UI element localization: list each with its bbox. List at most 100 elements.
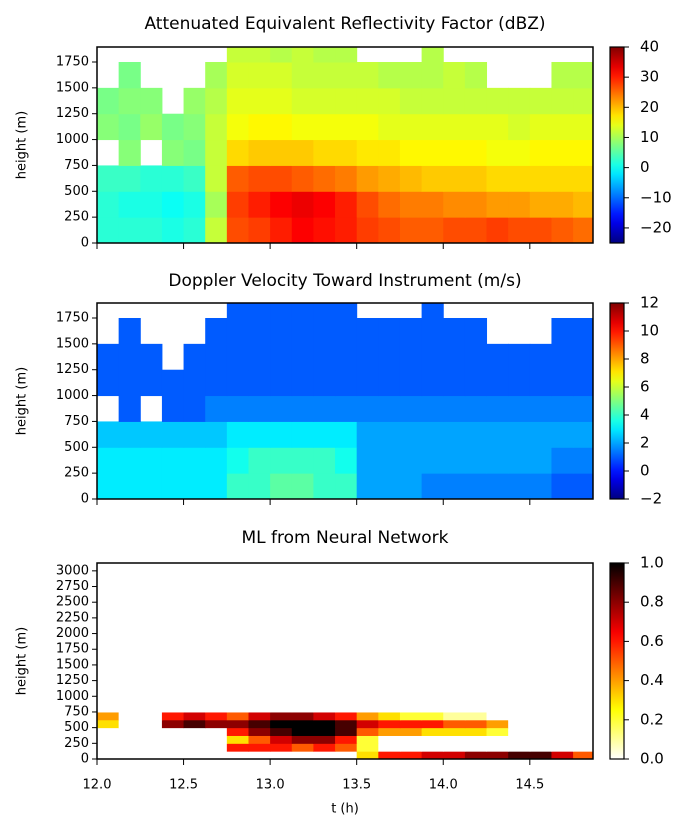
cell bbox=[161, 751, 185, 759]
colorbar-tick-label: 0 bbox=[640, 462, 650, 480]
cell bbox=[270, 139, 293, 166]
cell bbox=[270, 343, 293, 371]
cell bbox=[551, 61, 574, 89]
cell bbox=[573, 191, 593, 218]
cell bbox=[161, 711, 185, 721]
cell bbox=[161, 735, 185, 744]
cell bbox=[443, 563, 466, 713]
cell bbox=[378, 87, 401, 115]
cell bbox=[248, 217, 271, 243]
cell bbox=[205, 369, 228, 397]
cell bbox=[313, 711, 336, 721]
cell bbox=[118, 191, 141, 218]
cell bbox=[399, 165, 423, 192]
cell bbox=[486, 563, 509, 713]
cell bbox=[248, 421, 271, 448]
cell bbox=[399, 61, 423, 89]
cell bbox=[421, 421, 444, 448]
cell bbox=[118, 165, 141, 192]
cell bbox=[378, 711, 401, 721]
y-tick-label: 1750 bbox=[56, 54, 89, 69]
cell bbox=[118, 395, 141, 422]
cell bbox=[248, 113, 271, 141]
cell bbox=[378, 751, 401, 759]
cell bbox=[118, 343, 141, 371]
y-tick-label: 1000 bbox=[56, 132, 89, 147]
cell bbox=[183, 447, 206, 474]
cell bbox=[378, 563, 401, 713]
cell bbox=[356, 727, 379, 736]
cell bbox=[140, 743, 163, 752]
cell bbox=[573, 217, 593, 243]
cell bbox=[421, 87, 444, 115]
panel-title: Attenuated Equivalent Reflectivity Facto… bbox=[144, 14, 545, 34]
cell bbox=[270, 113, 293, 141]
plot-frame bbox=[96, 562, 594, 760]
cell bbox=[97, 369, 120, 397]
cell bbox=[335, 743, 358, 752]
cell bbox=[161, 447, 185, 474]
cell bbox=[205, 395, 228, 422]
cell bbox=[508, 563, 531, 713]
cell bbox=[313, 303, 336, 319]
cell bbox=[486, 751, 509, 759]
cell bbox=[529, 139, 552, 166]
cell bbox=[248, 343, 271, 371]
cell bbox=[378, 165, 401, 192]
cell bbox=[529, 191, 552, 218]
cell bbox=[573, 139, 593, 166]
cell bbox=[270, 369, 293, 397]
cell bbox=[421, 473, 444, 499]
x-tick-label: 14.5 bbox=[515, 778, 544, 793]
cell bbox=[118, 719, 141, 729]
cell bbox=[443, 343, 466, 371]
y-tick-label: 1500 bbox=[56, 657, 89, 672]
cell bbox=[183, 711, 206, 721]
cell bbox=[226, 139, 249, 166]
cell bbox=[270, 395, 293, 422]
cell bbox=[118, 217, 141, 243]
cell bbox=[313, 719, 336, 729]
cell bbox=[335, 447, 358, 474]
cell bbox=[226, 303, 249, 319]
cell bbox=[551, 395, 574, 422]
cell bbox=[118, 447, 141, 474]
cell bbox=[205, 139, 228, 166]
colorbar-tick-label: −2 bbox=[640, 490, 662, 508]
cell bbox=[421, 165, 444, 192]
cell bbox=[551, 727, 574, 736]
cell bbox=[356, 191, 379, 218]
cell bbox=[183, 395, 206, 422]
cell bbox=[291, 165, 314, 192]
colorbar-tick-label: 1.0 bbox=[640, 554, 664, 572]
x-tick-label: 12.0 bbox=[83, 778, 112, 793]
y-tick-label: 1750 bbox=[56, 310, 89, 325]
cell bbox=[205, 343, 228, 371]
colorbar-tick-label: 4 bbox=[640, 406, 650, 424]
cell bbox=[291, 727, 314, 736]
cell bbox=[464, 191, 488, 218]
cell bbox=[486, 447, 509, 474]
cell bbox=[335, 473, 358, 499]
cell bbox=[399, 217, 423, 243]
x-tick-label: 14.0 bbox=[429, 778, 458, 793]
cell bbox=[97, 727, 120, 736]
cell bbox=[248, 369, 271, 397]
cell bbox=[356, 139, 379, 166]
cell bbox=[270, 711, 293, 721]
cell bbox=[486, 421, 509, 448]
cell bbox=[421, 217, 444, 243]
cell bbox=[97, 217, 120, 243]
cell bbox=[270, 217, 293, 243]
cell bbox=[551, 87, 574, 115]
cell bbox=[335, 711, 358, 721]
cell bbox=[335, 421, 358, 448]
cell bbox=[335, 217, 358, 243]
cell bbox=[573, 447, 593, 474]
cell bbox=[464, 317, 488, 345]
cell bbox=[270, 47, 293, 63]
y-tick-label: 1250 bbox=[56, 673, 89, 688]
cell bbox=[248, 87, 271, 115]
cell bbox=[118, 473, 141, 499]
